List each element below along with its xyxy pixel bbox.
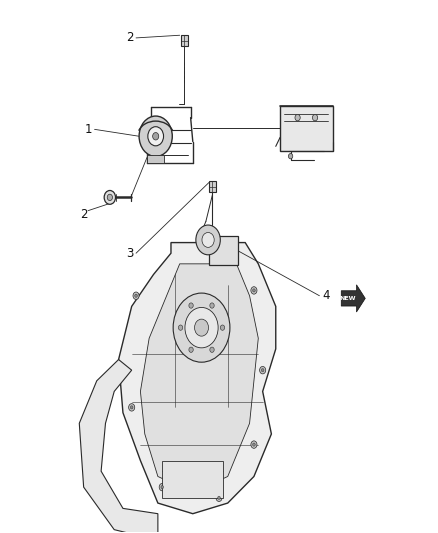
Circle shape [189,303,193,308]
Text: 4: 4 [322,289,330,302]
Circle shape [194,319,208,336]
Circle shape [159,483,165,491]
Text: 2: 2 [80,208,88,221]
Circle shape [107,194,113,200]
Circle shape [152,133,159,140]
Circle shape [251,441,257,448]
Circle shape [251,287,257,294]
Circle shape [210,347,214,352]
Circle shape [135,294,138,297]
Circle shape [131,406,133,409]
Circle shape [161,486,163,489]
Circle shape [129,403,135,411]
Polygon shape [119,243,276,514]
Text: 3: 3 [126,247,133,260]
Circle shape [220,325,225,330]
Circle shape [148,127,163,146]
Bar [280,106,332,151]
Circle shape [202,232,214,247]
Circle shape [216,494,222,502]
Polygon shape [79,360,158,533]
Polygon shape [141,264,258,492]
Text: 1: 1 [84,123,92,136]
Circle shape [253,443,255,446]
Circle shape [312,115,318,121]
Circle shape [295,115,300,121]
Text: 2: 2 [126,31,133,44]
Circle shape [178,325,183,330]
Circle shape [185,308,218,348]
Circle shape [210,303,214,308]
Circle shape [189,347,193,352]
Circle shape [139,116,172,157]
Bar [147,155,164,163]
Circle shape [261,368,264,372]
Circle shape [218,496,220,499]
Circle shape [173,293,230,362]
Circle shape [104,190,116,204]
Bar [162,461,223,498]
Bar [180,35,187,46]
Bar [209,236,237,265]
Circle shape [253,289,255,292]
Bar [209,181,216,192]
Circle shape [196,225,220,255]
Circle shape [288,154,293,159]
Polygon shape [341,285,365,312]
Text: NEW: NEW [339,296,356,301]
Circle shape [133,292,139,300]
Circle shape [260,367,266,374]
